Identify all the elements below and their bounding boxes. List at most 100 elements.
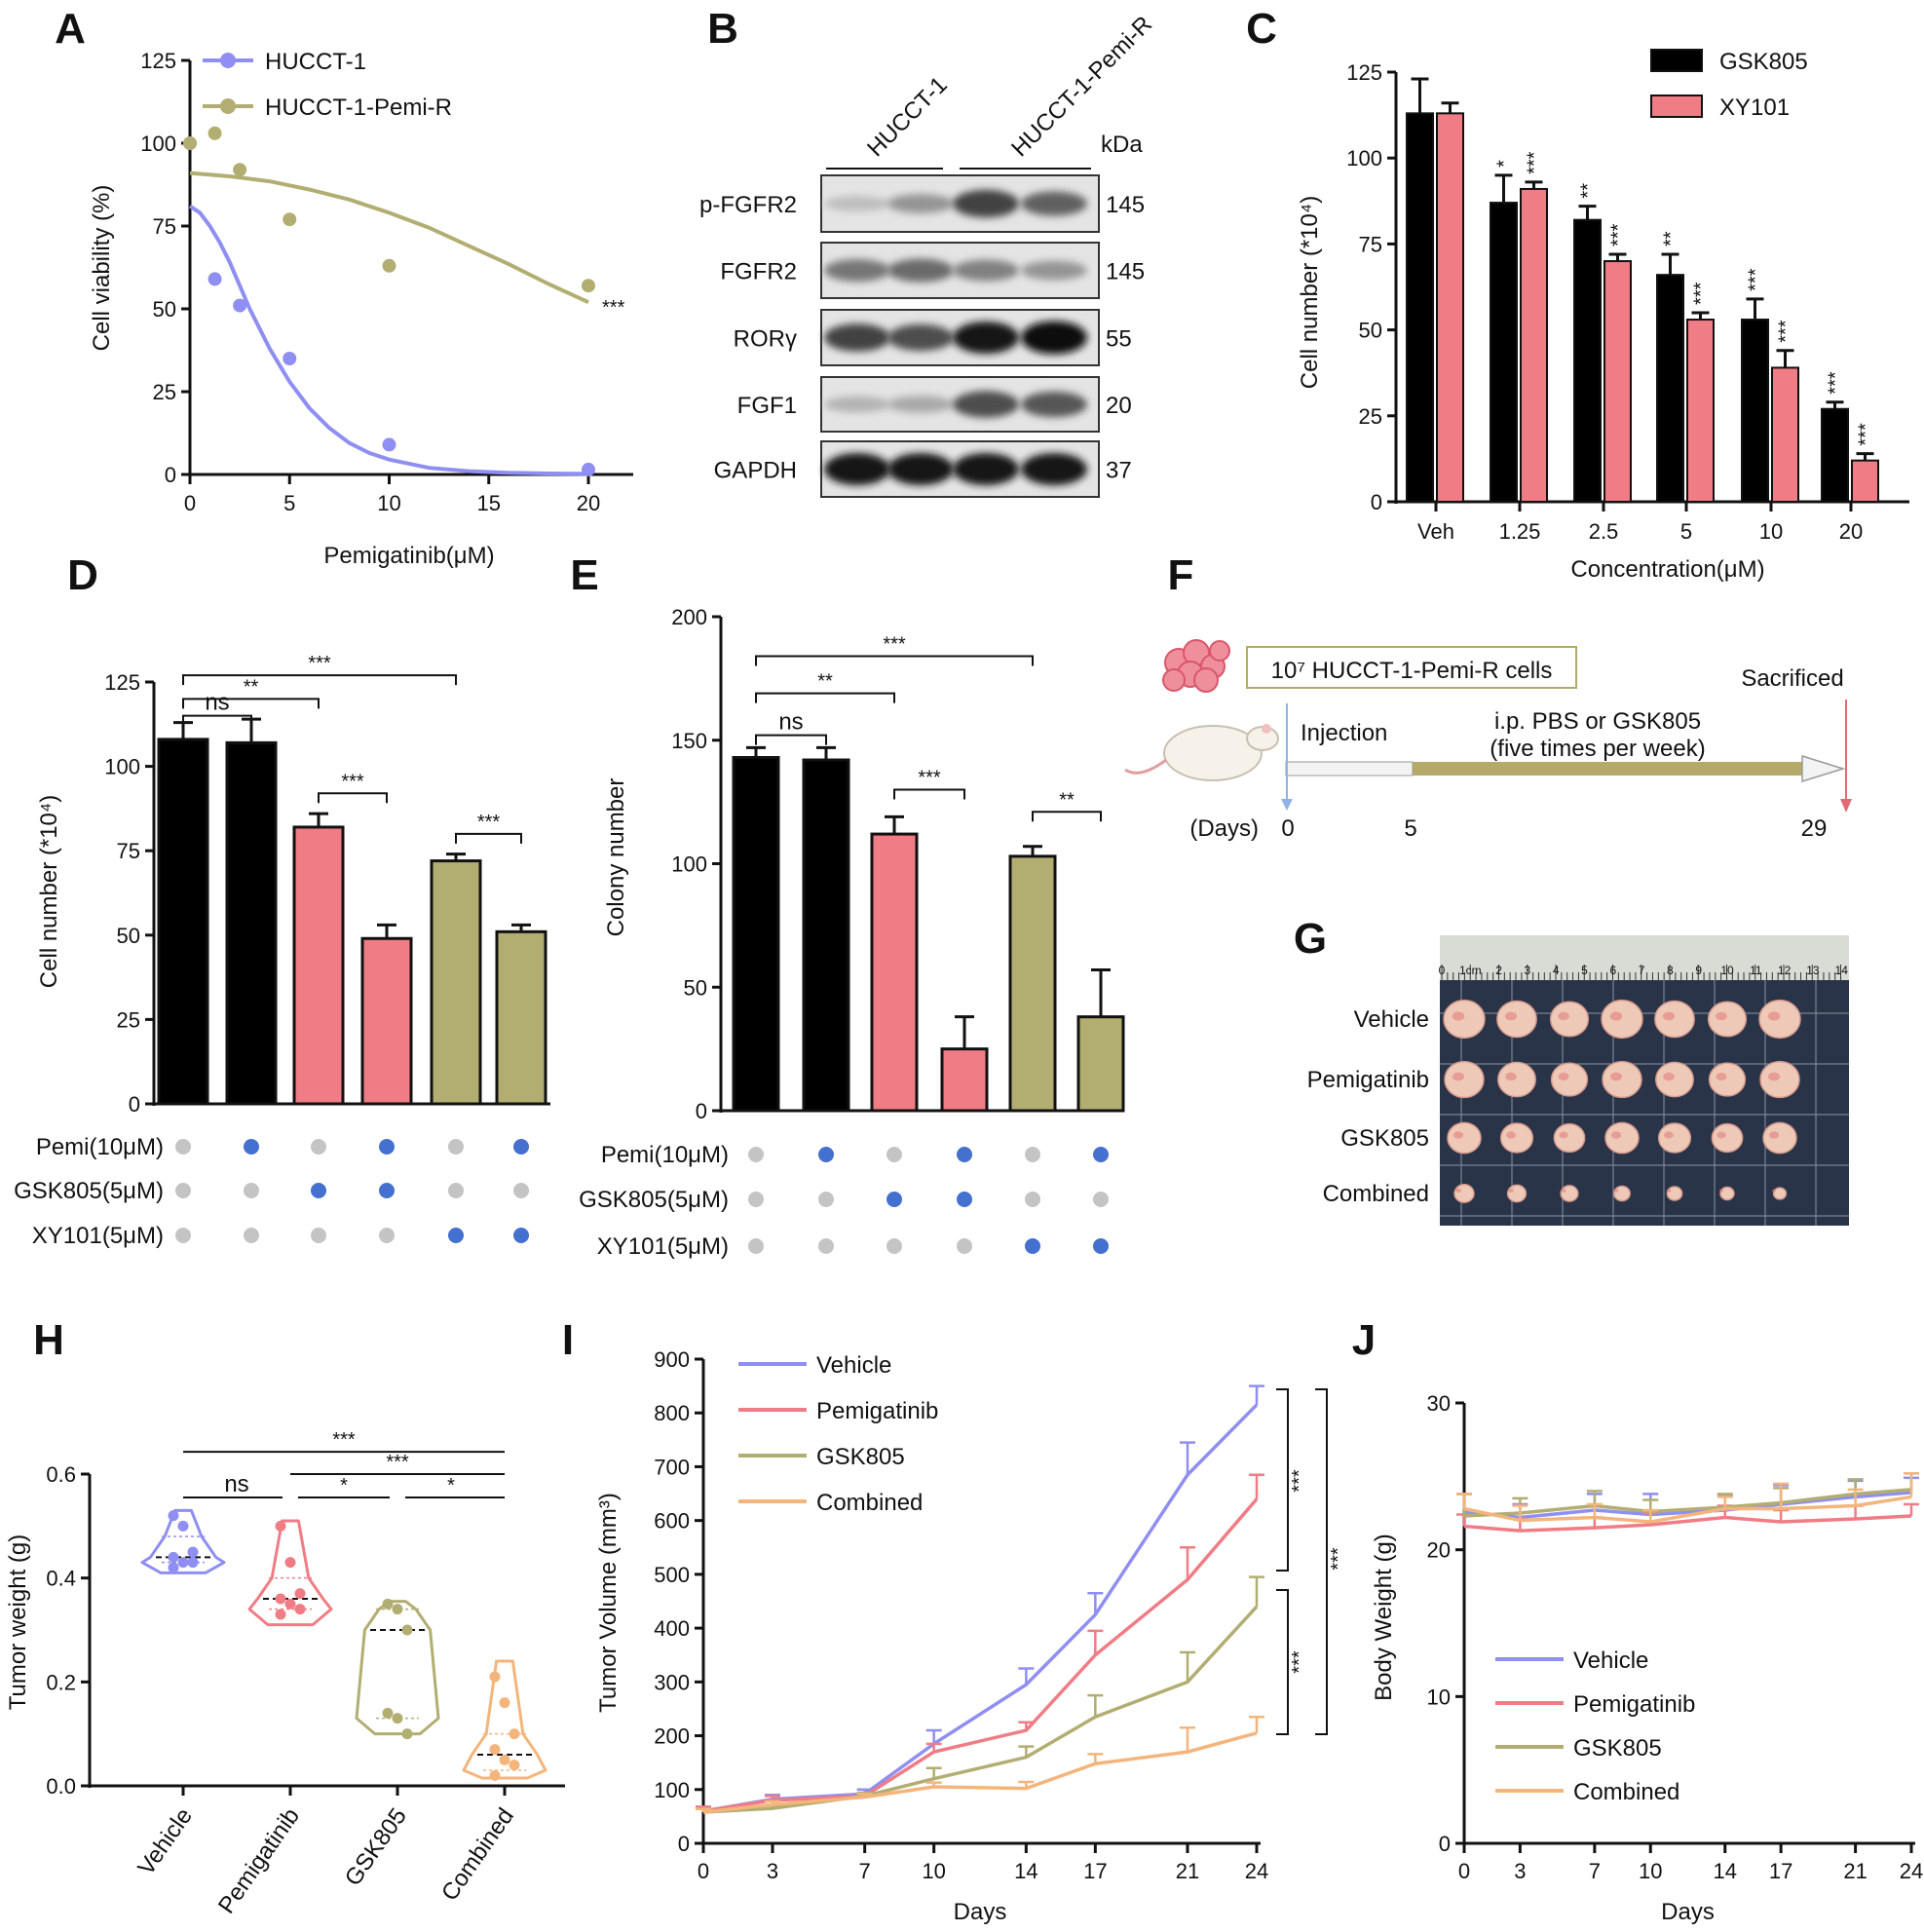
timeline-pre (1285, 761, 1414, 777)
blot-band (887, 396, 954, 413)
y-tick-label: 0 (1439, 1832, 1451, 1856)
tumor-spot (1455, 1188, 1461, 1193)
group-label: Combined (1323, 1181, 1429, 1207)
fit-curve-0 (188, 204, 589, 476)
tumor (1506, 1184, 1528, 1203)
x-tick-label: 20 (577, 491, 600, 515)
treatment-dot-off (957, 1238, 972, 1254)
bar-gsk805 (1490, 202, 1518, 503)
treatment-label: XY101(5μM) (32, 1223, 164, 1249)
legend-label: GSK805 (816, 1444, 905, 1470)
panel-labels: A B C D E F G H I J (33, 5, 1376, 1364)
data-point (283, 212, 297, 227)
legend-label: Combined (816, 1490, 923, 1516)
panel-i-tumor-volume: 0 100 200 300 400 500 600 700 800 900 0 3 7 10 14 17 21 2… (595, 1347, 1349, 1925)
bar-xy101 (1771, 366, 1799, 503)
data-point (382, 1598, 394, 1610)
day-tick: 5 (1404, 815, 1416, 842)
significance-label: *** (1328, 1547, 1349, 1571)
x-tick-label: Veh (1417, 519, 1454, 544)
treatment-dot-off (175, 1183, 191, 1198)
tumor-spot (1610, 1131, 1622, 1139)
y-tick-label: 30 (1427, 1391, 1451, 1416)
tumor-spot (1452, 1131, 1464, 1139)
tumor (1499, 1122, 1534, 1154)
significance-bracket (755, 692, 895, 703)
tumor (1604, 1121, 1640, 1155)
x-tick-label: 10 (1759, 519, 1783, 544)
mouse-tail (1124, 758, 1167, 775)
treatment-dot-on (379, 1139, 395, 1155)
tumor (1550, 1062, 1589, 1097)
significance-bracket (182, 714, 252, 726)
legend-label: Vehicle (816, 1352, 891, 1379)
tumor (1613, 1185, 1631, 1202)
panel-label-a: A (55, 5, 86, 53)
series-line-pemigatinib (1463, 1514, 1912, 1533)
kda-unit-label: kDa (1101, 132, 1143, 158)
panel-label-j: J (1352, 1316, 1376, 1364)
y-tick-label: 800 (654, 1401, 690, 1425)
data-point (187, 1546, 199, 1558)
significance-bracket (455, 832, 522, 844)
y-axis-title: Body Weight (g) (1371, 1534, 1397, 1701)
data-point (294, 1588, 306, 1600)
cells-label: 10⁷ HUCCT-1-Pemi-R cells (1271, 658, 1553, 684)
significance-label: ** (1661, 231, 1682, 246)
treatment-dot-on (1025, 1238, 1040, 1254)
y-tick-label: 50 (684, 975, 707, 1000)
data-point (177, 1557, 189, 1569)
tumor (1654, 1000, 1695, 1039)
x-axis-title: Concentration(μM) (1570, 556, 1764, 583)
x-tick-label: 15 (477, 491, 501, 515)
series-line-gsk805 (1463, 1488, 1912, 1518)
series-line-combined (1463, 1495, 1912, 1524)
violin-pemigatinib (247, 1519, 333, 1627)
blot-band (953, 391, 1019, 418)
y-tick-label: 0.4 (46, 1567, 76, 1591)
bar (940, 1047, 989, 1113)
treatment-dot-off (1025, 1192, 1040, 1207)
panel-label-h: H (33, 1316, 64, 1364)
bar-xy101 (1520, 187, 1548, 503)
sacrifice-arrowhead (1840, 799, 1852, 813)
blot-band (1021, 191, 1087, 216)
y-tick-label: 20 (1427, 1538, 1451, 1563)
x-tick-label: 14 (1014, 1859, 1037, 1883)
significance-label: *** (1608, 223, 1630, 246)
treatment-dot-off (311, 1228, 326, 1243)
group-label: Vehicle (1354, 1006, 1429, 1033)
kda-label: 145 (1106, 192, 1145, 218)
panel-g-tumor-photo: 0 1cm 2 3 4 5 6 7 8 9 10 11 12 13 14 Vehicle Pemigatinib… (1307, 935, 1849, 1226)
significance-bracket (1276, 1589, 1289, 1735)
tumor (1549, 1001, 1590, 1038)
data-point (382, 258, 396, 273)
x-tick-label: Vehicle (132, 1803, 198, 1880)
blot-band (887, 323, 954, 352)
band-label: GAPDH (714, 458, 797, 484)
significance-label: *** (1856, 423, 1877, 446)
x-tick-label: 21 (1176, 1859, 1199, 1883)
x-tick-label: 20 (1839, 519, 1863, 544)
tumor-spot (1718, 1189, 1724, 1193)
significance-bracket (1315, 1388, 1328, 1735)
data-point (233, 298, 247, 313)
bar (157, 738, 209, 1106)
cells-box (1246, 646, 1577, 689)
tumor-cells-icon (1162, 639, 1230, 693)
y-tick-label: 100 (671, 852, 707, 877)
tumor-spot (1767, 1011, 1781, 1021)
ruler (1440, 935, 1849, 980)
blot-band (953, 259, 1019, 282)
tumor-spot (1558, 1011, 1569, 1021)
band-label: FGF1 (737, 393, 797, 419)
y-tick-label: 500 (654, 1563, 690, 1587)
treatment-dot-on (957, 1147, 972, 1162)
data-point (168, 1551, 179, 1563)
data-point (283, 352, 297, 365)
tumor (1560, 1185, 1579, 1202)
x-tick-label: 3 (1514, 1859, 1526, 1883)
tumor-cell (1193, 667, 1219, 693)
bar-xy101 (1686, 319, 1715, 503)
